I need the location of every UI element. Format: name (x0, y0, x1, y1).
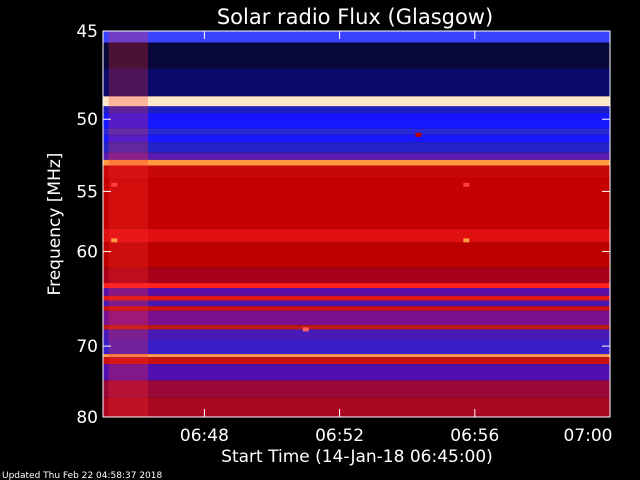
y-axis-label: Frequency [MHz] (45, 153, 65, 296)
plot-area (102, 30, 611, 418)
frequency-band (103, 142, 610, 153)
frequency-band (103, 178, 610, 229)
x-tick-label: 06:52 (315, 426, 364, 446)
frequency-band (103, 159, 610, 166)
x-axis-label: Start Time (14-Jan-18 06:45:00) (221, 447, 493, 467)
frequency-band (103, 310, 610, 326)
y-tick-label: 55 (76, 182, 98, 202)
frequency-band (103, 228, 610, 243)
frequency-band (103, 288, 610, 296)
frequency-band (103, 165, 610, 179)
frequency-band (103, 329, 610, 340)
y-tick-label: 80 (76, 408, 98, 428)
frequency-band (103, 106, 610, 113)
frequency-band (103, 354, 610, 358)
frequency-band (103, 295, 610, 301)
frequency-band (103, 283, 610, 289)
frequency-band (103, 306, 610, 311)
burst-spot (463, 182, 470, 187)
frequency-band (103, 339, 610, 355)
update-timestamp: Updated Thu Feb 22 04:58:37 2018 (2, 471, 163, 480)
frequency-band (103, 42, 610, 69)
frequency-band (103, 357, 610, 365)
y-tick-label: 70 (76, 337, 98, 357)
burst-spot (463, 238, 470, 243)
y-tick-label: 60 (76, 243, 98, 263)
x-tick-label: 07:00 (564, 426, 613, 446)
frequency-band (103, 300, 610, 307)
y-tick-label: 50 (76, 110, 98, 130)
x-axis: 06:48 06:52 06:56 07:00 (180, 31, 613, 446)
frequency-band (103, 134, 610, 143)
frequency-band (103, 152, 610, 160)
y-tick-label: 45 (76, 22, 98, 42)
frequency-band (103, 364, 610, 381)
frequency-band (103, 128, 610, 135)
x-tick-label: 06:56 (450, 426, 499, 446)
plot-frame (102, 30, 611, 418)
frequency-band (103, 325, 610, 330)
frequency-band (103, 380, 610, 398)
frequency-band (103, 397, 610, 417)
burst-spot (111, 238, 118, 243)
frequency-band (103, 267, 610, 284)
burst-spot (111, 182, 118, 187)
frequency-band (103, 31, 610, 43)
frequency-band (103, 68, 610, 97)
frequency-bands (103, 31, 610, 417)
frequency-band (103, 112, 610, 129)
burst-spot (302, 327, 309, 332)
burst-features (108, 31, 470, 417)
frequency-band (103, 96, 610, 107)
burst-region (108, 31, 149, 417)
chart-title: Solar radio Flux (Glasgow) (217, 5, 493, 29)
burst-spot (415, 132, 422, 137)
y-axis: 45 50 55 60 70 80 (76, 22, 610, 428)
frequency-band (103, 242, 610, 268)
x-tick-label: 06:48 (180, 426, 229, 446)
